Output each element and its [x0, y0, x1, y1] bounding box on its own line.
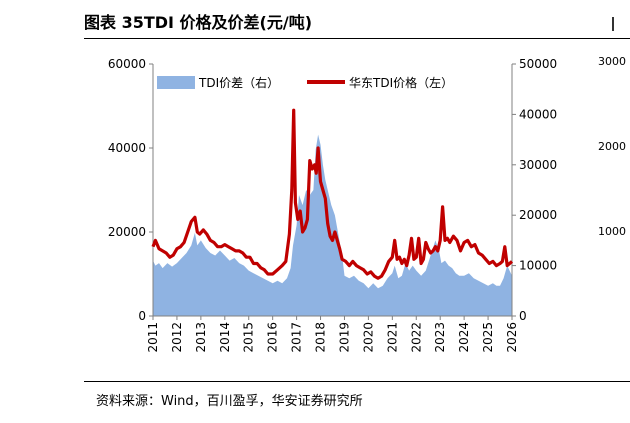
x-axis-tick-label: 2013: [194, 322, 208, 353]
title-rule: [84, 38, 630, 39]
legend-label-spread: TDI价差（右）: [198, 75, 279, 90]
x-axis-tick-label: 2012: [170, 322, 184, 353]
x-axis-tick-label: 2015: [242, 322, 256, 353]
x-axis-tick-label: 2024: [457, 322, 471, 353]
price-line-series: [151, 108, 514, 280]
legend-swatch-spread: [157, 76, 195, 89]
x-axis-tick-label: 2020: [361, 322, 375, 353]
chart-axes: 0 20000 40000 60000 0 10000 20000 30000 40000 500…: [108, 57, 557, 353]
chart-legend: TDI价差（右） 华东TDI价格（左）: [157, 75, 453, 90]
right-axis-tick-label: 50000: [519, 57, 557, 71]
adjacent-tick-label: 3000: [598, 55, 626, 68]
x-axis-tick-label: 2016: [266, 322, 280, 353]
adjacent-tick-label: 2000: [598, 140, 626, 153]
left-axis-tick-label: 20000: [108, 225, 146, 239]
spread-area-fill: [153, 134, 512, 316]
right-axis-tick-label: 10000: [519, 259, 557, 273]
x-axis-tick-label: 2026: [505, 322, 519, 353]
left-axis-tick-label: 0: [138, 309, 146, 323]
x-axis-tick-label: 2021: [385, 322, 399, 353]
x-axis-tick-label: 2025: [481, 322, 495, 353]
left-axis-tick-label: 60000: [108, 57, 146, 71]
left-axis-tick-label: 40000: [108, 141, 146, 155]
x-axis-tick-label: 2023: [433, 322, 447, 353]
right-axis-tick-label: 30000: [519, 158, 557, 172]
adjacent-figure-title-mark: [612, 17, 614, 31]
right-axis-tick-label: 40000: [519, 107, 557, 121]
x-axis-tick-label: 2017: [290, 322, 304, 353]
source-rule: [84, 381, 630, 382]
figure-title: 图表 35TDI 价格及价差(元/吨): [84, 13, 313, 32]
right-axis-tick-label: 0: [519, 309, 527, 323]
price-line-path: [151, 108, 514, 280]
legend-label-price: 华东TDI价格（左）: [349, 75, 453, 90]
source-note: 资料来源：Wind，百川盈孚，华安证券研究所: [96, 394, 363, 409]
right-axis-tick-label: 20000: [519, 208, 557, 222]
adjacent-tick-label: 1000: [598, 225, 626, 238]
x-axis-tick-label: 2019: [338, 322, 352, 353]
x-axis-tick-label: 2011: [146, 322, 160, 353]
x-axis-tick-label: 2022: [409, 322, 423, 353]
x-axis-tick-label: 2014: [218, 322, 232, 353]
spread-area-series: [153, 134, 512, 316]
x-axis-tick-label: 2018: [314, 322, 328, 353]
